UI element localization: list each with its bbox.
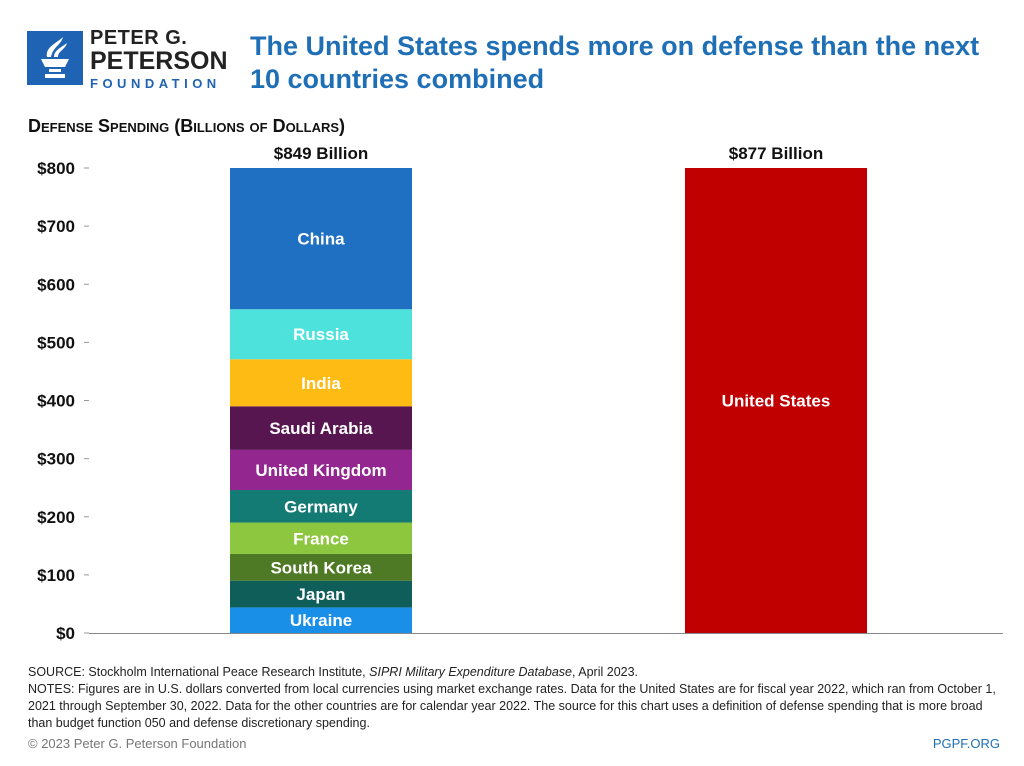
y-tick-label: $100 (37, 566, 75, 585)
bar-segment-united-kingdom (230, 449, 412, 491)
logo-wordmark: PETER G. PETERSON FOUNDATION (90, 28, 228, 90)
y-tick-label: $700 (37, 217, 75, 236)
segment-label: India (301, 374, 341, 393)
source-prefix: SOURCE: Stockholm International Peace Re… (28, 665, 370, 679)
y-tick-label: $600 (37, 275, 75, 294)
segment-label: Russia (293, 325, 349, 344)
bar-segment-france (230, 522, 412, 554)
bar-segment-saudi-arabia (230, 406, 412, 450)
copyright: © 2023 Peter G. Peterson Foundation (28, 736, 247, 751)
bar-segment-india (230, 359, 412, 407)
bar-segment-russia (230, 309, 412, 360)
logo-line1: PETER G. (90, 27, 188, 49)
y-tick-label: $500 (37, 333, 75, 352)
bar-segment-japan (230, 580, 412, 608)
source-suffix: , April 2023. (572, 665, 639, 679)
logo-line3: FOUNDATION (90, 76, 221, 91)
bar-segment-united-states (685, 168, 867, 633)
logo-line2: PETERSON (90, 47, 228, 75)
stacked-bar-chart: $0 $100 $200 $300 $400 $500 $600 $700 $800 Ukrain… (37, 144, 1003, 643)
source-note: SOURCE: Stockholm International Peace Re… (28, 664, 1003, 681)
chart-title: The United States spends more on defense… (250, 31, 980, 94)
segment-label: Japan (296, 585, 345, 604)
y-tick-label: $800 (37, 159, 75, 178)
site-link[interactable]: PGPF.ORG (932, 736, 1000, 751)
segment-label: Saudi Arabia (269, 419, 373, 438)
footnotes: SOURCE: Stockholm International Peace Re… (28, 664, 1003, 732)
y-tick-label: $400 (37, 392, 75, 411)
bar-total-label: $877 Billion (729, 144, 823, 163)
y-tick-label: $200 (37, 508, 75, 527)
torch-logo-icon (27, 31, 83, 85)
segment-label: Germany (284, 497, 358, 516)
y-tick-label: $300 (37, 450, 75, 469)
bar-total-label: $849 Billion (274, 144, 368, 163)
y-axis-title: Defense Spending (Billions of Dollars) (28, 116, 346, 136)
segment-label: United States (722, 392, 831, 411)
segment-label: France (293, 529, 349, 548)
bar-segment-ukraine (230, 607, 412, 633)
y-tick-label: $0 (56, 624, 75, 643)
segment-label: Ukraine (290, 611, 352, 630)
bar-segment-china (230, 168, 412, 310)
bar-segment-germany (230, 490, 412, 523)
notes-text: NOTES: Figures are in U.S. dollars conve… (28, 682, 996, 730)
segment-label: United Kingdom (255, 461, 386, 480)
source-title: SIPRI Military Expenditure Database (369, 665, 573, 679)
segment-label: South Korea (270, 558, 372, 577)
segment-label: China (297, 230, 345, 249)
bar-segment-south-korea (230, 553, 412, 581)
